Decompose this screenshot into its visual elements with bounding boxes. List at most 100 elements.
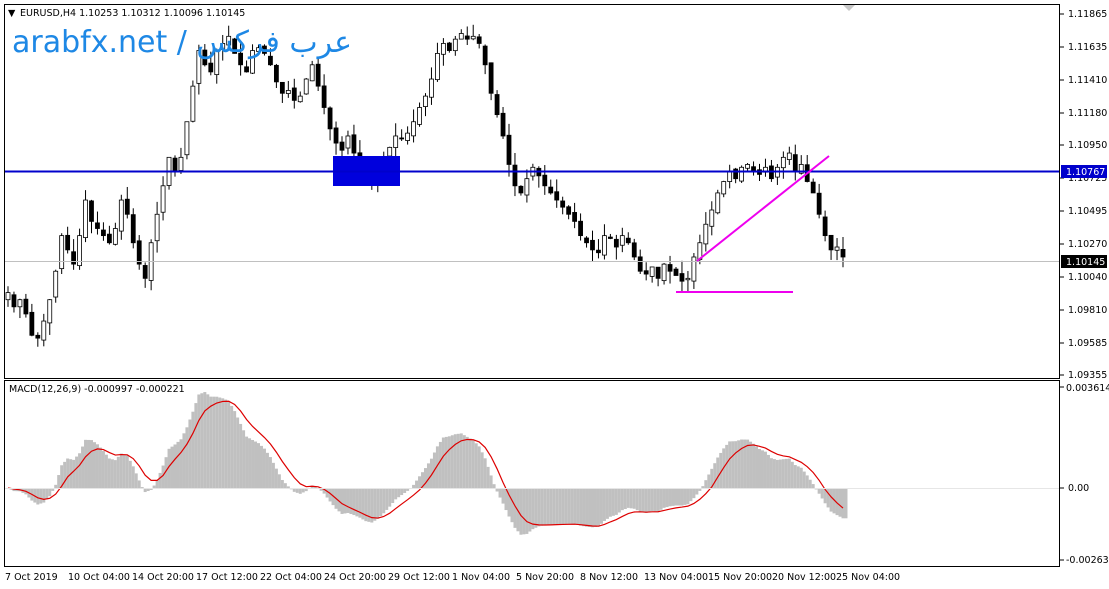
candle-body <box>208 62 214 73</box>
macd-bar <box>760 450 764 488</box>
candle-body <box>494 94 500 116</box>
candle-body <box>202 49 208 66</box>
candle-body <box>822 216 828 237</box>
macd-bar <box>259 445 263 488</box>
candle-body <box>214 50 220 76</box>
macd-bar <box>755 446 759 488</box>
dropdown-icon[interactable]: ▼ <box>8 8 16 19</box>
macd-bar <box>239 423 243 488</box>
macd-bar <box>826 488 830 508</box>
macd-bar <box>591 488 594 528</box>
candle-body <box>89 200 94 222</box>
candle-body <box>429 78 434 98</box>
macd-bar <box>215 396 219 488</box>
chart-shift-icon[interactable] <box>843 5 855 11</box>
macd-bar <box>811 484 815 488</box>
macd-bar <box>75 456 79 488</box>
candle-body <box>667 264 673 272</box>
macd-bar <box>304 488 308 492</box>
macd-bar <box>72 459 76 488</box>
macd-bar <box>796 466 800 488</box>
macd-bar <box>131 466 135 488</box>
trendline-rising[interactable] <box>696 155 830 262</box>
macd-bar <box>194 403 198 488</box>
candle-body <box>256 47 261 52</box>
candle-body <box>154 213 160 242</box>
candle-body <box>482 45 488 66</box>
macd-bar <box>626 488 630 508</box>
macd-bar <box>665 488 669 508</box>
candle-body <box>291 87 297 101</box>
macd-bar <box>605 488 609 519</box>
macd-bar <box>570 488 574 525</box>
macd-bar <box>230 405 234 488</box>
macd-bar <box>78 453 82 488</box>
macd-bar <box>558 488 562 525</box>
macd-bar <box>84 439 88 488</box>
macd-bar <box>534 488 538 528</box>
candle-body <box>226 35 232 46</box>
macd-bar <box>382 488 386 514</box>
candle-body <box>118 199 124 232</box>
macd-bar <box>728 441 732 488</box>
candle-body <box>262 45 267 54</box>
candle-body <box>691 256 697 282</box>
candle-body <box>423 95 428 108</box>
macd-bar <box>689 488 693 502</box>
candle-body <box>733 168 739 180</box>
candle-body <box>101 229 106 237</box>
macd-bar <box>421 472 425 488</box>
macd-bar <box>707 474 711 488</box>
candle-body <box>590 239 595 251</box>
time-tick: 13 Nov 04:00 <box>644 572 708 583</box>
macd-bar <box>519 488 523 535</box>
macd-bar <box>641 488 645 513</box>
candle-body <box>393 135 399 148</box>
macd-bar <box>426 463 430 488</box>
macd-bar <box>477 446 481 488</box>
time-tick: 1 Nov 04:00 <box>452 572 510 583</box>
macd-bar <box>298 488 302 494</box>
time-axis: 7 Oct 2019 10 Oct 04:00 14 Oct 20:00 17 … <box>5 572 900 583</box>
macd-bar <box>379 488 383 517</box>
macd-bar <box>262 448 266 488</box>
candle-body <box>327 107 333 130</box>
macd-bar <box>191 411 195 488</box>
candle-body <box>506 134 512 165</box>
macd-bar <box>221 398 225 488</box>
macd-bar <box>838 488 842 517</box>
price-tick: 1.10270 <box>1068 239 1107 250</box>
macd-bar <box>504 488 508 511</box>
candle-body <box>828 234 834 251</box>
macd-axis: 0.003614 0.00 -0.002639 <box>1060 383 1109 566</box>
macd-bar <box>391 488 395 503</box>
candle-body <box>464 35 470 40</box>
macd-bar <box>769 458 773 488</box>
candle-body <box>631 242 637 258</box>
macd-bar <box>778 459 782 488</box>
candle-body <box>238 52 244 66</box>
macd-bar <box>775 459 779 488</box>
macd-bar <box>528 488 532 532</box>
current-price-box <box>1061 255 1107 268</box>
macd-bar <box>188 419 192 488</box>
macd-bar <box>104 454 108 488</box>
macd-bar <box>531 488 535 530</box>
macd-bar <box>319 488 323 491</box>
time-tick: 20 Nov 12:00 <box>772 572 836 583</box>
macd-bar <box>415 480 419 488</box>
candle-body <box>23 298 29 315</box>
macd-bar <box>224 399 228 488</box>
macd-bar <box>805 475 809 488</box>
macd-bar <box>465 436 469 488</box>
time-tick: 14 Oct 20:00 <box>132 572 194 583</box>
macd-bar <box>355 488 359 517</box>
macd-bar <box>737 440 741 488</box>
macd-bar <box>271 462 275 488</box>
candle-body <box>476 36 482 44</box>
candle-body <box>584 237 589 244</box>
macd-bar <box>435 446 439 488</box>
macd-bar <box>400 488 404 496</box>
time-tick: 29 Oct 12:00 <box>388 572 450 583</box>
